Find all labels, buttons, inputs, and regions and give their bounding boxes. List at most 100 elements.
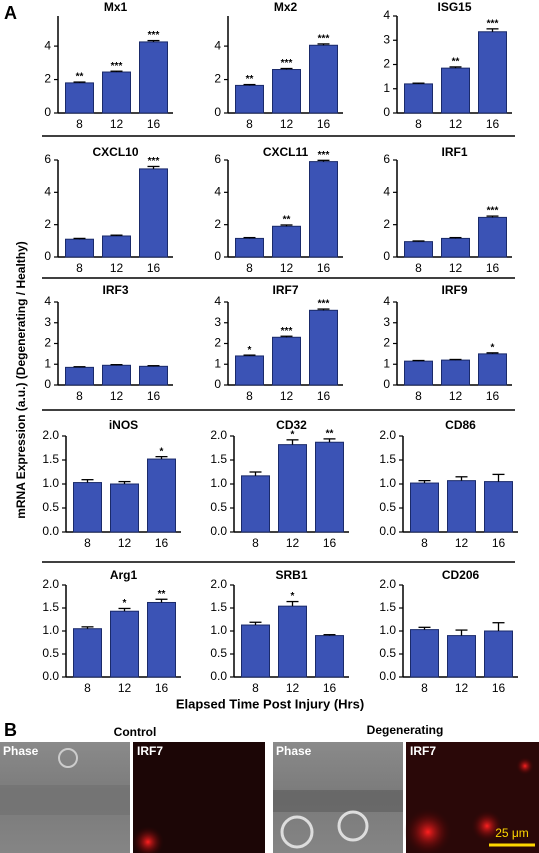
y-tick-label: 4: [383, 294, 390, 308]
y-tick-label: 3: [44, 315, 51, 329]
bar: [241, 624, 270, 678]
x-tick-label: 16: [155, 536, 169, 550]
y-tick-label: 1: [383, 81, 390, 95]
bar: [410, 482, 439, 533]
y-tick-label: 4: [214, 38, 221, 52]
bar: [235, 355, 264, 386]
bar: [441, 359, 470, 386]
significance: *: [291, 591, 295, 602]
y-tick-label: 1.0: [42, 476, 59, 490]
x-tick-label: 8: [76, 261, 83, 275]
bar: [309, 44, 338, 114]
y-tick-label: 1.5: [210, 600, 227, 614]
signal: [471, 810, 503, 842]
y-tick-label: 1.0: [210, 623, 227, 637]
y-tick-label: 0.5: [42, 500, 59, 514]
y-tick-label: 4: [44, 185, 51, 199]
y-tick-label: 0.5: [379, 646, 396, 660]
bar: [410, 629, 439, 678]
y-tick-label: 1.5: [379, 452, 396, 466]
bar: [309, 309, 338, 386]
y-tick-label: 0: [214, 249, 221, 263]
x-tick-label: 8: [415, 117, 422, 131]
y-tick-label: 4: [383, 8, 390, 22]
bar: [139, 365, 168, 386]
y-tick-label: 2: [44, 336, 51, 350]
x-tick-label: 8: [421, 536, 428, 550]
bar: [65, 82, 94, 114]
bar: [315, 635, 344, 678]
chart-title: IRF7: [272, 283, 298, 297]
bar: [147, 458, 176, 533]
bar: [478, 353, 507, 386]
y-tick-label: 0.0: [210, 524, 227, 538]
y-tick-label: 2.0: [42, 428, 59, 442]
bar: [447, 635, 476, 678]
significance: ***: [318, 150, 330, 161]
bar: [404, 83, 433, 114]
y-tick-label: 3: [383, 315, 390, 329]
x-tick-label: 8: [76, 389, 83, 403]
bar: [110, 610, 139, 678]
significance: ***: [111, 61, 123, 72]
bar: [484, 481, 513, 533]
bar: [102, 364, 131, 386]
y-tick-label: 0.0: [379, 524, 396, 538]
significance: **: [283, 215, 291, 226]
y-tick-label: 1.0: [42, 623, 59, 637]
significance: ***: [487, 206, 499, 217]
chart-title: CD86: [445, 418, 476, 432]
x-tick-label: 12: [280, 389, 294, 403]
y-tick-label: 2: [214, 336, 221, 350]
y-tick-label: 6: [44, 152, 51, 166]
cell: [337, 810, 369, 842]
x-tick-label: 16: [492, 536, 506, 550]
x-tick-label: 12: [286, 536, 300, 550]
x-axis-label: Elapsed Time Post Injury (Hrs): [176, 696, 364, 711]
x-tick-label: 16: [147, 261, 161, 275]
y-tick-label: 2: [44, 217, 51, 231]
x-tick-label: 12: [449, 389, 463, 403]
y-tick-label: 4: [44, 294, 51, 308]
y-tick-label: 1.5: [379, 600, 396, 614]
y-tick-label: 2: [44, 72, 51, 86]
y-tick-label: 1.5: [42, 452, 59, 466]
bar: [139, 168, 168, 258]
x-tick-label: 12: [455, 681, 469, 695]
significance: *: [291, 429, 295, 440]
bar: [73, 628, 102, 678]
x-tick-label: 16: [147, 117, 161, 131]
x-tick-label: 16: [486, 389, 500, 403]
panel-b: Control Degenerating Phase IRF7 Phase IR…: [0, 723, 539, 853]
y-tick-label: 1.5: [210, 452, 227, 466]
significance: ***: [281, 326, 293, 337]
bar: [272, 336, 301, 386]
y-tick-label: 4: [214, 185, 221, 199]
y-tick-label: 2.0: [379, 428, 396, 442]
x-tick-label: 16: [486, 117, 500, 131]
y-tick-label: 1: [44, 356, 51, 370]
y-tick-label: 4: [214, 294, 221, 308]
x-tick-label: 8: [76, 117, 83, 131]
x-tick-label: 8: [84, 536, 91, 550]
x-tick-label: 8: [84, 681, 91, 695]
axon-bundle: [273, 790, 403, 812]
x-tick-label: 8: [252, 536, 259, 550]
bar: [278, 444, 307, 533]
x-tick-label: 12: [455, 536, 469, 550]
y-tick-label: 2.0: [210, 577, 227, 591]
signal: [132, 826, 164, 853]
bar: [441, 67, 470, 114]
bar: [404, 241, 433, 258]
chart-title: CXCL10: [92, 145, 138, 159]
image-label: IRF7: [137, 744, 163, 758]
significance: **: [158, 589, 166, 600]
bar: [447, 480, 476, 533]
y-tick-label: 0.0: [379, 669, 396, 683]
y-tick-label: 2.0: [379, 577, 396, 591]
y-tick-label: 2: [214, 217, 221, 231]
y-tick-label: 0.0: [42, 669, 59, 683]
bar: [278, 605, 307, 678]
y-tick-label: 1.0: [210, 476, 227, 490]
y-tick-label: 0: [44, 249, 51, 263]
